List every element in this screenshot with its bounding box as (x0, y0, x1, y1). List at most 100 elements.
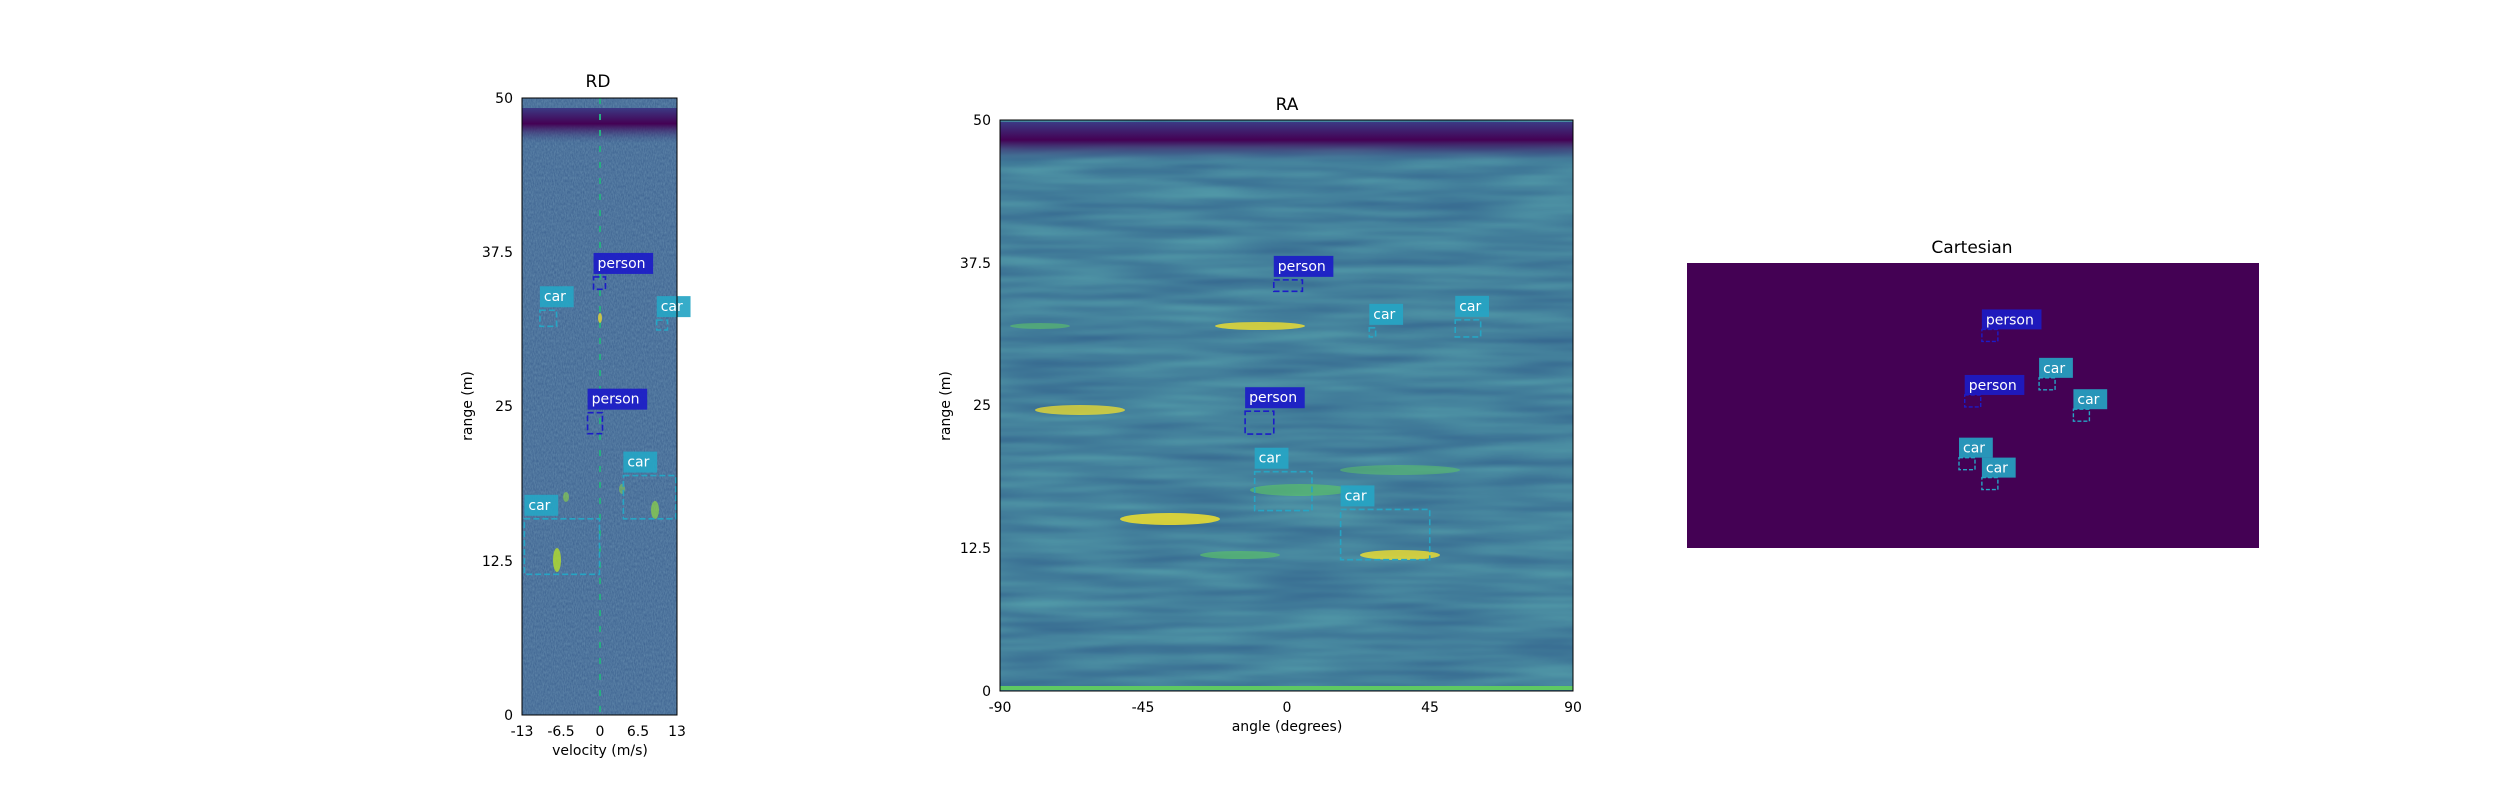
rd-y-ticks: 0 12.5 25 37.5 50 (482, 91, 513, 724)
detection-label: car (1986, 461, 2008, 477)
ra-hotspot (1200, 551, 1280, 559)
detection-box (1272, 279, 1304, 293)
ra-x-tick-label: -90 (989, 700, 1012, 716)
detection-label-bg (1964, 374, 2025, 395)
cartesian-title: Cartesian (1931, 238, 2012, 258)
detection-label-bg (2073, 389, 2108, 410)
ra-y-axis-label: range (m) (938, 371, 954, 441)
ra-y-tick-label: 12.5 (960, 541, 991, 557)
detection-label-bg (524, 494, 559, 516)
rd-hotspot (553, 548, 561, 572)
rd-y-tick-label: 12.5 (482, 554, 513, 570)
rd-x-axis-label: velocity (m/s) (552, 743, 648, 759)
rd-x-tick-label: 13 (668, 724, 686, 740)
rd-x-tick-label: -6.5 (547, 724, 574, 740)
detection-label: person (1969, 378, 2017, 394)
ra-near-range-band (1000, 686, 1573, 690)
ra-x-axis-label: angle (degrees) (1232, 719, 1343, 735)
ra-y-ticks: 0 12.5 25 37.5 50 (960, 113, 991, 700)
rd-y-tick-label: 50 (495, 91, 513, 107)
rd-hotspot (598, 313, 602, 323)
detection-label-bg (623, 451, 658, 473)
detection-label-bg (656, 296, 691, 318)
detection-label: car (2043, 361, 2065, 377)
ra-hotspot (1215, 322, 1305, 330)
ra-x-tick-label: 90 (1564, 700, 1582, 716)
detection-label-bg (1369, 303, 1404, 325)
detection-box (622, 474, 677, 520)
rd-y-tick-label: 0 (504, 708, 513, 724)
ra-hotspot (1120, 513, 1220, 525)
detection-label-bg (1340, 485, 1375, 507)
ra-x-tick-label: -45 (1132, 700, 1155, 716)
ra-hotspot (1340, 465, 1460, 475)
rd-detections: person person car car car car (523, 252, 691, 576)
rd-x-tick-label: 0 (596, 724, 605, 740)
rd-x-tick-label: 6.5 (627, 724, 649, 740)
ra-hotspot (1250, 484, 1350, 496)
detection-label: person (592, 392, 640, 408)
detection-label: car (2077, 392, 2099, 408)
ra-hotspot (1360, 550, 1440, 560)
detection-label: car (661, 299, 683, 315)
rd-y-axis-label: range (m) (460, 371, 476, 441)
detection-label: car (528, 498, 550, 514)
rd-title: RD (586, 72, 611, 92)
ra-far-range-band (1000, 122, 1573, 162)
detection-label-bg (1245, 387, 1305, 409)
rd-hotspot (651, 501, 659, 519)
rd-hotspot (563, 492, 569, 502)
rd-y-tick-label: 25 (495, 399, 513, 415)
detection-label-bg (587, 388, 648, 410)
detection-label: car (627, 455, 649, 471)
detection-box (1454, 319, 1482, 338)
detection-label: person (1278, 259, 1326, 275)
rd-axes-frame (521, 97, 678, 716)
ra-x-ticks: -90 -45 0 45 90 (989, 700, 1582, 716)
detection-label-bg (593, 252, 654, 274)
rd-x-ticks: -13 -6.5 0 6.5 13 (511, 724, 686, 740)
detection-label: car (1373, 307, 1395, 323)
detection-box (592, 276, 607, 291)
detection-box (1244, 410, 1275, 435)
ra-x-tick-label: 45 (1421, 700, 1439, 716)
detection-label-bg (1455, 295, 1490, 317)
ra-y-tick-label: 0 (982, 684, 991, 700)
ra-detections: person person car car car car (1244, 255, 1490, 561)
ra-axes-frame (999, 119, 1574, 692)
detection-label-bg (1959, 437, 1993, 458)
detection-box (1339, 508, 1431, 561)
ra-hotspot (1010, 323, 1070, 329)
detection-label-bg (1273, 255, 1334, 277)
detection-label: person (1986, 312, 2034, 328)
detection-box (523, 517, 601, 576)
ra-panel: RA person person car car car car -90 -45 0 45… (938, 95, 1582, 735)
detection-label: car (1259, 451, 1281, 467)
detection-label: car (1963, 441, 1985, 457)
ra-x-tick-label: 0 (1283, 700, 1292, 716)
detection-label: person (598, 256, 646, 272)
rd-x-tick-label: -13 (511, 724, 534, 740)
detection-box (1368, 327, 1377, 338)
detection-box (1253, 470, 1313, 512)
rd-y-tick-label: 37.5 (482, 245, 513, 261)
ra-hotspot (1035, 405, 1125, 415)
detection-label: car (544, 289, 566, 305)
detection-label: car (1459, 299, 1481, 315)
ra-y-tick-label: 25 (973, 398, 991, 414)
ra-y-tick-label: 50 (973, 113, 991, 129)
rd-far-range-band (522, 108, 677, 143)
detection-label-bg (2039, 357, 2073, 378)
detection-label-bg (1981, 309, 2042, 330)
ra-title: RA (1276, 95, 1299, 115)
detection-label-bg (1254, 447, 1289, 469)
detection-label-bg (539, 286, 574, 308)
detection-label: person (1249, 390, 1297, 406)
detection-label-bg (1981, 457, 2016, 478)
detection-box (655, 319, 669, 331)
cartesian-canvas (1687, 263, 2259, 548)
rd-panel: RD person person car car car car -13 -6.5 0 6… (460, 72, 691, 759)
